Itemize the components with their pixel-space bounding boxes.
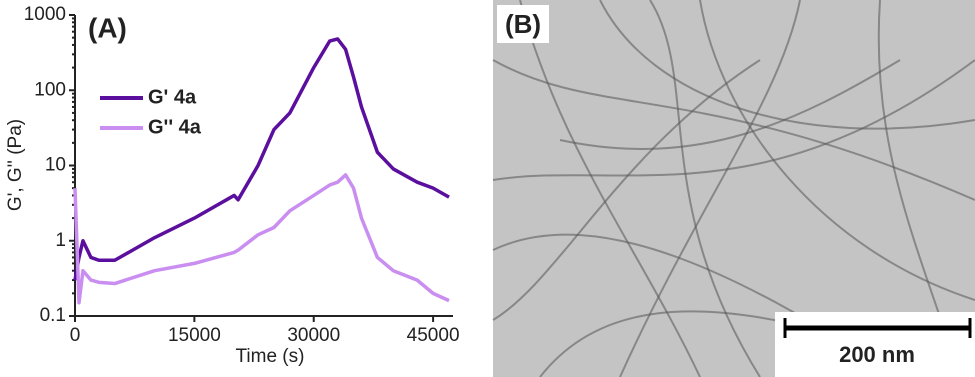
x-axis-label: Time (s) <box>236 346 305 367</box>
x-tick-label: 45000 <box>407 325 460 346</box>
scale-label: 200 nm <box>839 342 915 367</box>
scale-box <box>775 312 975 377</box>
panel-label: (A) <box>88 12 127 43</box>
y-tick-label: 1 <box>55 230 66 251</box>
x-tick-label: 0 <box>70 325 81 346</box>
y-tick-label: 0.1 <box>40 305 66 326</box>
x-tick-label: 30000 <box>287 325 340 346</box>
y-tick-label: 1000 <box>24 4 66 25</box>
y-tick-label: 10 <box>45 155 66 176</box>
data-line <box>73 37 450 281</box>
data-line <box>73 173 450 305</box>
x-tick-label: 15000 <box>168 325 221 346</box>
y-tick-label: 100 <box>34 79 66 100</box>
label-box <box>497 5 549 43</box>
micrograph: (B) 200 nm <box>492 0 975 377</box>
panel-label: (B) <box>505 9 541 39</box>
legend-label: G'' 4a <box>148 116 202 138</box>
legend-label: G' 4a <box>148 86 197 108</box>
y-axis-label: G', G'' (Pa) <box>5 119 26 211</box>
